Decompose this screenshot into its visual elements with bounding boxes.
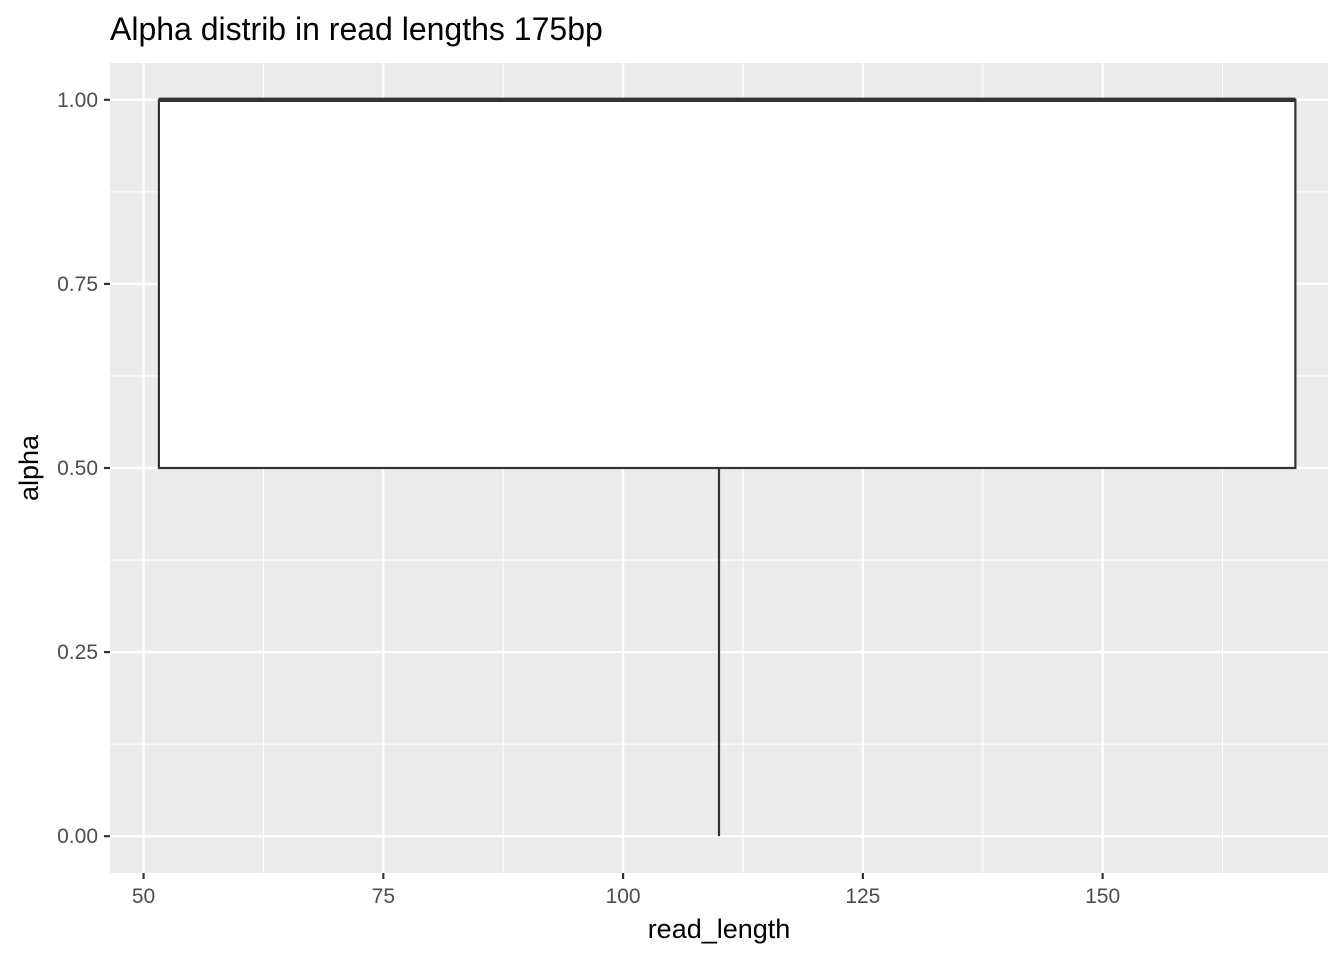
y-tick-label: 0.25 [57, 641, 98, 664]
x-tick-label: 100 [606, 885, 641, 908]
x-tick-label: 50 [132, 885, 155, 908]
axes: 0.00 0.25 0.50 0.75 1.00 50 75 100 125 150 [57, 89, 1120, 908]
box-body [157, 98, 1297, 470]
box-layer [157, 97, 1297, 837]
x-tick-label: 75 [372, 885, 395, 908]
x-axis-title: read_length [648, 914, 791, 944]
x-tick-label: 125 [845, 885, 880, 908]
y-tick-label: 0.75 [57, 273, 98, 296]
y-tick-label: 0.50 [57, 457, 98, 480]
y-axis-title: alpha [14, 434, 44, 501]
x-tick-label: 150 [1085, 885, 1120, 908]
y-tick-label: 1.00 [57, 89, 98, 112]
y-tick-label: 0.00 [57, 825, 98, 848]
chart-title: Alpha distrib in read lengths 175bp [110, 11, 603, 47]
